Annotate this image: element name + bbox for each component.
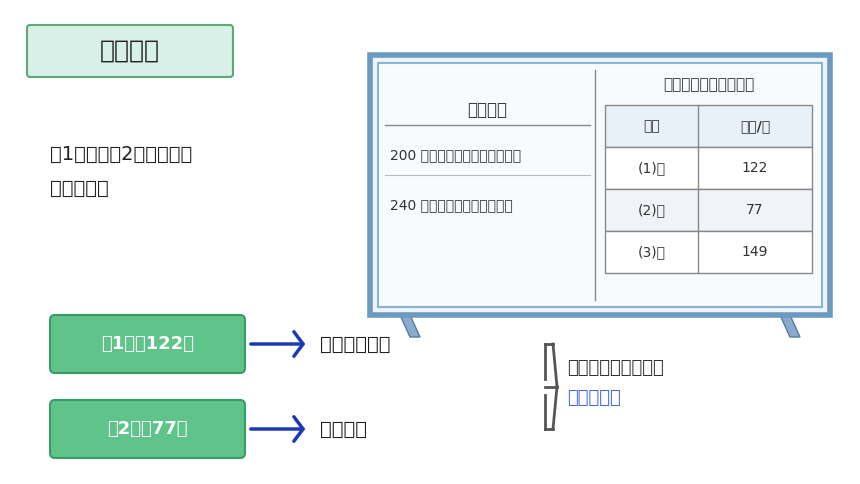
FancyBboxPatch shape [370, 55, 830, 315]
Bar [605, 147, 812, 189]
Text: 大约在一百九十多，: 大约在一百九十多， [567, 360, 664, 378]
Text: (3)班: (3)班 [637, 245, 666, 259]
Text: 200 节废电池，奖励十把手电筒: 200 节废电池，奖励十把手电筒 [390, 148, 521, 162]
Text: （1）班122节: （1）班122节 [101, 335, 194, 353]
Text: 149: 149 [742, 245, 768, 259]
Text: (2)班: (2)班 [637, 203, 666, 217]
Text: 240 节废电池，奖励一个足球: 240 节废电池，奖励一个足球 [390, 198, 513, 212]
Polygon shape [780, 315, 800, 337]
FancyBboxPatch shape [50, 315, 245, 373]
Text: 一百二十多节: 一百二十多节 [320, 334, 390, 353]
Text: 不能获奖。: 不能获奖。 [567, 390, 621, 408]
Bar [605, 189, 812, 231]
Text: 回收奖励: 回收奖励 [468, 101, 507, 119]
FancyBboxPatch shape [50, 400, 245, 458]
Text: 二年级回收废电池情况: 二年级回收废电池情况 [663, 77, 754, 92]
Text: 班级: 班级 [643, 119, 660, 133]
Polygon shape [400, 315, 420, 337]
Text: 数量/节: 数量/节 [740, 119, 771, 133]
FancyBboxPatch shape [27, 25, 233, 77]
Text: （2）班77节: （2）班77节 [108, 420, 187, 438]
Bar [605, 231, 812, 273]
Bar [605, 105, 812, 147]
FancyBboxPatch shape [378, 63, 822, 307]
Text: 77: 77 [746, 203, 764, 217]
Text: 122: 122 [742, 161, 768, 175]
Text: 七十多节: 七十多节 [320, 420, 367, 439]
Text: （1）班和（2）班加起来
能获奖吗？: （1）班和（2）班加起来 能获奖吗？ [50, 145, 193, 198]
Text: (1)班: (1)班 [637, 161, 666, 175]
Text: 探索新知: 探索新知 [100, 39, 160, 63]
